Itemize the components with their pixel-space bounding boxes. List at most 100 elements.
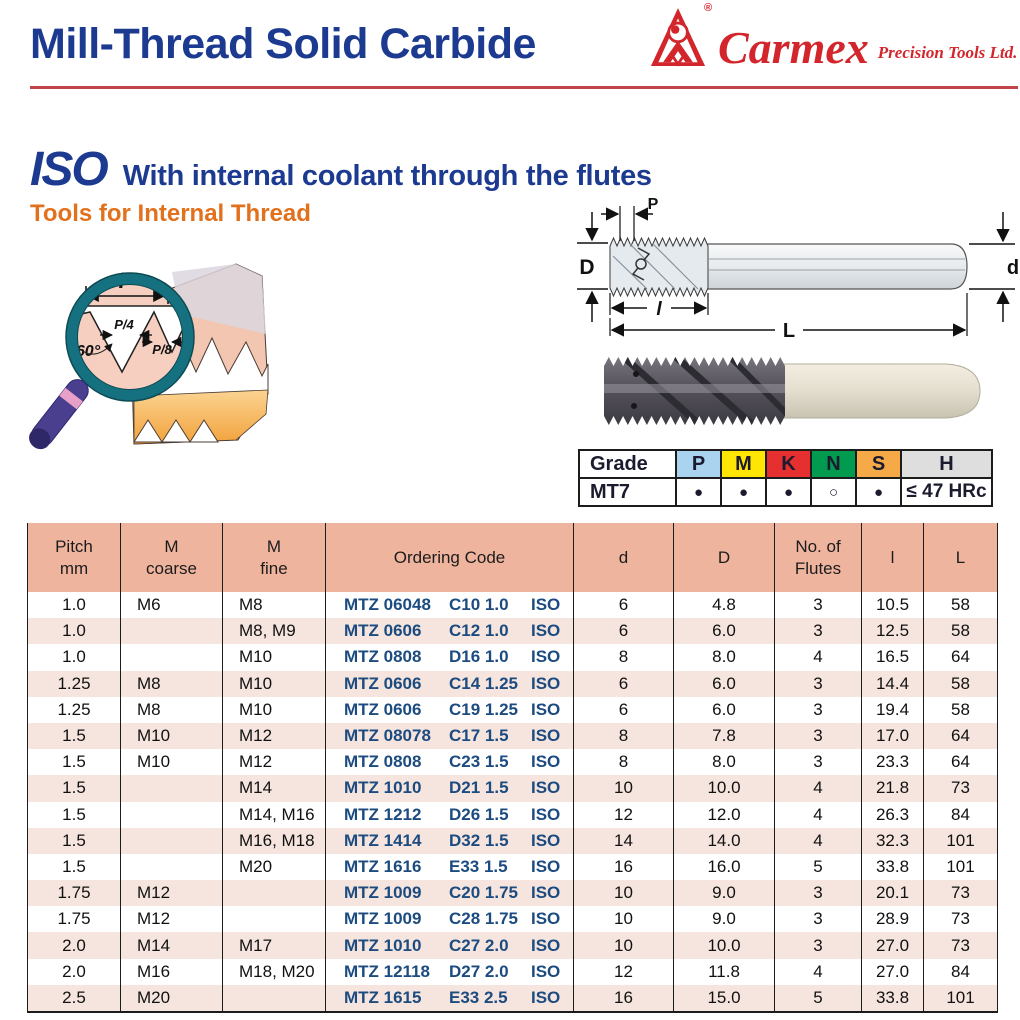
drawing-thread-length-label: l (656, 299, 662, 320)
code-part: MTZ 0606 (344, 621, 422, 641)
cell-pitch: 1.5 (62, 856, 86, 876)
cell-l: 28.9 (861, 906, 924, 933)
cell-m-fine: M10 (222, 670, 326, 697)
cell-D: 7.8 (673, 722, 775, 750)
column-header-m-coarse: M coarse (120, 523, 223, 592)
grade-column-P: P (675, 449, 722, 479)
brand-tagline: Precision Tools Ltd. (877, 43, 1018, 62)
cell-m-coarse: M12 (120, 906, 223, 933)
cell-m-coarse: M20 (120, 984, 223, 1012)
profile-p4-label: P/4 (114, 317, 134, 332)
ordering-code: MTZ 1010 D21 1.5 ISO (325, 775, 574, 802)
table-row: 2.0 M14 M17 MTZ 1010 C27 2.0 ISO 10 10.0 3 27.0 73 (27, 932, 998, 959)
cell-m-fine: M18, M20 (222, 958, 326, 985)
table-row: 1.75 M12 MTZ 1009 C28 1.75 ISO 10 9.0 3 28.9 73 (28, 906, 998, 933)
cell-L: 73 (923, 775, 998, 802)
registered-mark: ® (704, 2, 713, 14)
cell-flutes: 4 (774, 827, 862, 854)
cell-d: 14 (573, 827, 674, 854)
cell-l: 16.5 (861, 644, 924, 671)
code-part: ISO (531, 935, 561, 955)
cell-d: 10 (573, 906, 674, 933)
cell-m-fine: M14 (222, 775, 326, 802)
code-part: ISO (531, 699, 561, 719)
grade-column-N: N (810, 449, 857, 479)
table-row: 1.5 M10 M12 MTZ 0808 C23 1.5 ISO 8 8.0 3 23.3 64 (28, 749, 998, 776)
cell-flutes: 5 (774, 853, 862, 881)
cell-pitch: 2.5 (62, 987, 86, 1007)
cell-m-fine (222, 906, 326, 933)
grade-mark-filled: ● (855, 477, 902, 507)
column-header-d: d (573, 523, 674, 592)
cell-d: 10 (573, 932, 674, 959)
cell-m-coarse: M16 (120, 958, 223, 985)
cell-D: 4.8 (673, 592, 775, 619)
cell-L: 101 (923, 853, 998, 881)
cell-D: 6.0 (673, 618, 775, 645)
cell-L: 101 (923, 984, 998, 1012)
table-row: 1.5 M10 M12 MTZ 08078 C17 1.5 ISO 8 7.8 3 17.0 64 (27, 722, 998, 750)
cell-l: 27.0 (861, 958, 924, 985)
column-header-flutes: No. of Flutes (774, 523, 862, 592)
cell-D: 10.0 (673, 932, 775, 959)
code-part: C19 1.25 (449, 699, 518, 719)
grade-column-H: H (900, 449, 993, 479)
cell-l: 32.3 (861, 827, 924, 854)
cell-flutes: 3 (774, 618, 862, 645)
cell-m-coarse: M12 (120, 880, 223, 907)
cell-d: 12 (573, 958, 674, 985)
code-part: MTZ 1615 (344, 987, 422, 1007)
cell-L: 58 (923, 618, 998, 645)
cell-pitch: 1.25 (57, 673, 91, 693)
ordering-code: MTZ 0606 C19 1.25 ISO (325, 696, 574, 723)
cell-D: 6.0 (673, 696, 775, 723)
cell-m-coarse: M8 (120, 696, 223, 723)
code-part: MTZ 12118 (344, 961, 430, 981)
cell-l: 14.4 (861, 670, 924, 697)
cell-pitch: 1.25 (57, 699, 91, 719)
code-part: ISO (531, 883, 561, 903)
code-part: C23 1.5 (449, 752, 509, 772)
cell-m-coarse: M10 (120, 722, 223, 750)
column-header-l: l (861, 523, 924, 592)
code-part: ISO (531, 961, 561, 981)
cell-l: 19.4 (861, 696, 924, 723)
cell-m-coarse (120, 618, 223, 645)
grade-mark-filled: ● (765, 477, 812, 507)
cell-L: 73 (923, 906, 998, 933)
code-part: C27 2.0 (449, 935, 509, 955)
cell-L: 58 (923, 696, 998, 723)
code-part: C10 1.0 (449, 595, 509, 615)
code-part: D27 2.0 (449, 961, 509, 981)
ordering-code: MTZ 08078 C17 1.5 ISO (325, 722, 574, 750)
cell-pitch: 1.0 (62, 595, 86, 615)
cell-D: 14.0 (673, 827, 775, 854)
code-part: C28 1.75 (449, 909, 518, 929)
cell-flutes: 3 (774, 906, 862, 933)
cell-d: 6 (573, 592, 674, 619)
cell-d: 6 (573, 670, 674, 697)
ordering-code: MTZ 12118 D27 2.0 ISO (325, 958, 574, 985)
code-part: ISO (531, 647, 561, 667)
cell-d: 10 (573, 775, 674, 802)
code-part: MTZ 06048 (344, 595, 431, 615)
series-subtitle: With internal coolant through the flutes (122, 160, 652, 192)
code-part: ISO (531, 987, 561, 1007)
cell-D: 11.8 (673, 958, 775, 985)
cell-L: 73 (923, 932, 998, 959)
table-row: 1.25 M8 M10 MTZ 0606 C14 1.25 ISO 6 6.0 3 14.4 58 (27, 670, 998, 697)
cell-l: 26.3 (861, 801, 924, 828)
grade-name: MT7 (578, 477, 677, 507)
cell-m-fine: M20 (222, 853, 326, 881)
drawing-shank-dia-label: d (1007, 257, 1019, 279)
ordering-code: MTZ 1616 E33 1.5 ISO (325, 853, 574, 881)
cell-m-fine: M8, M9 (222, 618, 326, 645)
code-part: D21 1.5 (449, 778, 509, 798)
cell-d: 6 (573, 696, 674, 723)
magnifier-handle (29, 379, 89, 450)
code-part: C17 1.5 (449, 726, 509, 746)
table-row: 1.0 M8, M9 MTZ 0606 C12 1.0 ISO 6 6.0 3 12.5 58 (27, 618, 998, 645)
cell-m-fine: M16, M18 (222, 827, 326, 854)
cell-D: 10.0 (673, 775, 775, 802)
